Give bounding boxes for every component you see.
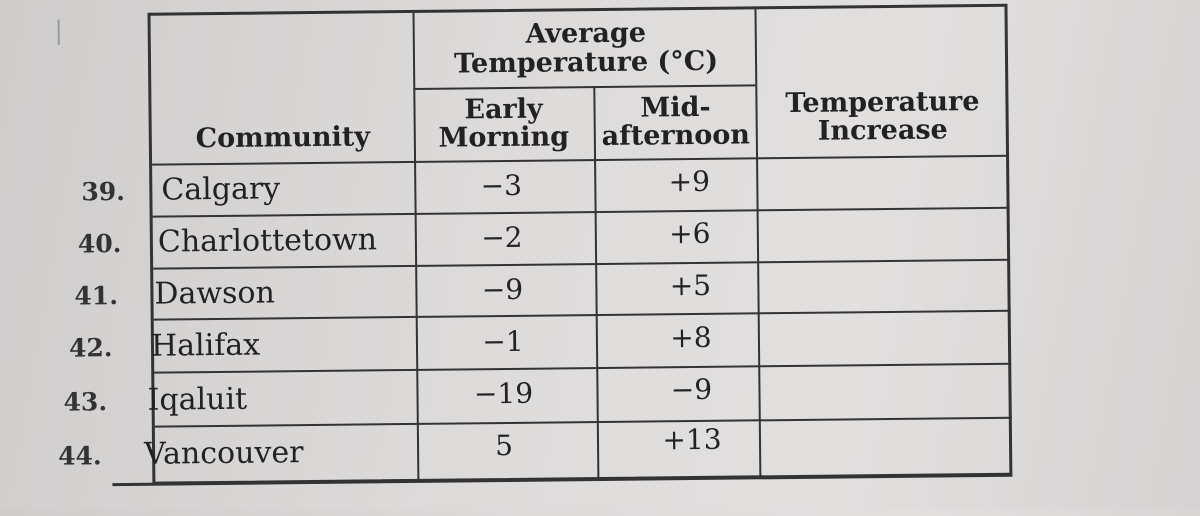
row-divider <box>153 258 1011 270</box>
table-row: 39. Calgary −3 +9 <box>0 0 1197 208</box>
row-number: 44. <box>57 441 102 471</box>
early-morning-temp: −19 <box>473 376 534 411</box>
early-morning-temp: −3 <box>480 168 523 203</box>
header-temperature-increase: Temperature Increase <box>785 85 980 147</box>
mid-afternoon-temp: +8 <box>670 320 712 355</box>
community-name: Iqaluit <box>147 381 248 418</box>
early-morning-temp: −1 <box>482 324 524 359</box>
row-number: 42. <box>68 333 113 363</box>
table-row: 43. Iqaluit −19 −9 <box>0 0 1197 418</box>
table-row: 42. Halifax −1 +8 <box>0 0 1197 364</box>
row-number: 43. <box>63 387 108 417</box>
community-name: Halifax <box>150 327 261 364</box>
community-name: Charlottetown <box>157 222 378 260</box>
header-community: Community <box>195 121 371 155</box>
community-name: Vancouver <box>143 435 304 472</box>
row-number: 41. <box>74 281 119 311</box>
table-row: 40. Charlottetown −2 +6 <box>0 0 1197 260</box>
row-divider <box>153 309 1011 321</box>
early-morning-temp: −9 <box>481 272 524 307</box>
table-body: 39. Calgary −3 +9 40. Charlottetown −2 +… <box>0 0 1197 472</box>
early-morning-temp: −2 <box>481 220 523 255</box>
mid-afternoon-temp: +5 <box>669 268 712 303</box>
header-average-temperature: Average Temperature (°C) <box>453 17 719 80</box>
row-number: 40. <box>77 229 122 259</box>
table-row: 41. Dawson −9 +5 <box>0 0 1197 312</box>
table-row: 44. Vancouver 5 +13 <box>0 0 1197 472</box>
column-divider <box>412 12 420 482</box>
mid-afternoon-temp: −9 <box>670 372 713 407</box>
early-morning-temp: 5 <box>494 428 514 463</box>
header-early-morning: Early Morning <box>438 93 570 154</box>
mid-afternoon-temp: +13 <box>662 422 722 457</box>
mid-afternoon-temp: +9 <box>668 164 711 199</box>
mid-afternoon-temp: +6 <box>669 216 711 251</box>
row-divider <box>154 362 1012 374</box>
header-mid-afternoon: Mid- afternoon <box>601 91 751 152</box>
row-divider <box>152 206 1010 218</box>
row-divider <box>154 416 1012 428</box>
community-name: Calgary <box>161 171 281 208</box>
community-name: Dawson <box>154 275 276 312</box>
margin-mark <box>57 19 60 45</box>
row-number: 39. <box>81 176 126 207</box>
